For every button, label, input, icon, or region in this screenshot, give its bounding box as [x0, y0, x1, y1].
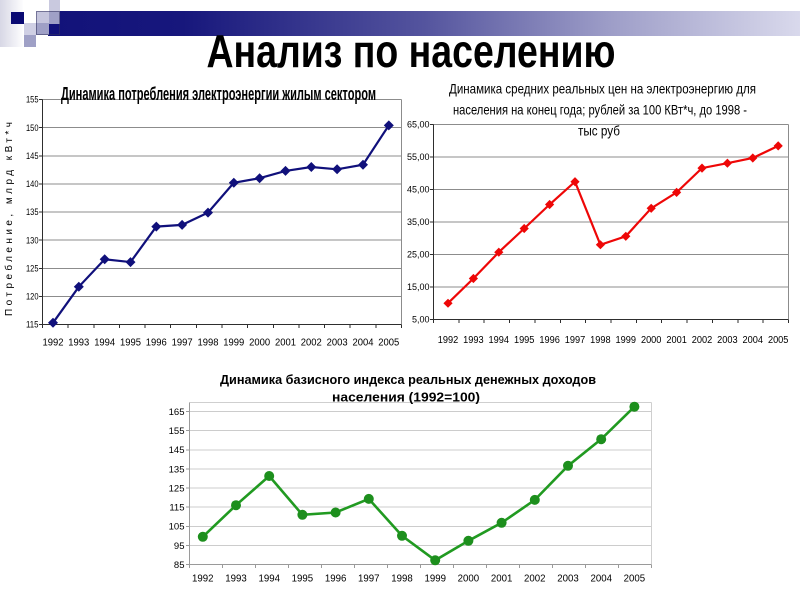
svg-text:1992: 1992: [43, 338, 64, 349]
svg-text:1992: 1992: [438, 335, 459, 346]
svg-text:2002: 2002: [524, 573, 546, 585]
svg-text:2003: 2003: [717, 335, 738, 346]
svg-text:45,00: 45,00: [407, 185, 430, 195]
svg-text:1993: 1993: [68, 338, 89, 349]
svg-text:Динамика базисного индекса реа: Динамика базисного индекса реальных дене…: [220, 372, 596, 387]
svg-text:150: 150: [26, 123, 39, 133]
svg-text:1997: 1997: [565, 335, 586, 346]
svg-text:1992: 1992: [192, 573, 214, 585]
svg-text:тыс руб: тыс руб: [578, 123, 620, 139]
svg-text:1993: 1993: [225, 573, 247, 585]
svg-text:15,00: 15,00: [407, 282, 430, 292]
svg-text:2002: 2002: [301, 338, 322, 349]
svg-text:населения на конец года; рубле: населения на конец года; рублей за 100 К…: [453, 102, 747, 118]
svg-text:2001: 2001: [491, 573, 513, 585]
svg-text:1995: 1995: [120, 338, 141, 349]
svg-text:135: 135: [26, 207, 39, 217]
svg-text:2005: 2005: [378, 338, 399, 349]
svg-text:120: 120: [26, 292, 39, 302]
svg-text:55,00: 55,00: [407, 152, 430, 162]
svg-text:1995: 1995: [514, 335, 535, 346]
svg-text:155: 155: [169, 426, 185, 437]
svg-text:1993: 1993: [463, 335, 484, 346]
svg-text:145: 145: [26, 151, 39, 161]
svg-text:2005: 2005: [624, 573, 646, 585]
svg-text:1994: 1994: [258, 573, 280, 585]
svg-text:1996: 1996: [539, 335, 560, 346]
svg-text:1997: 1997: [172, 338, 193, 349]
svg-text:1999: 1999: [616, 335, 637, 346]
svg-text:2002: 2002: [692, 335, 713, 346]
svg-text:115: 115: [169, 503, 184, 514]
svg-text:125: 125: [26, 263, 39, 273]
svg-text:115: 115: [26, 320, 39, 330]
svg-text:2000: 2000: [641, 335, 662, 346]
svg-text:1999: 1999: [223, 338, 244, 349]
svg-text:165: 165: [169, 407, 185, 418]
svg-text:2000: 2000: [249, 338, 270, 349]
svg-text:населения (1992=100): населения (1992=100): [332, 389, 480, 404]
svg-text:2005: 2005: [768, 335, 789, 346]
svg-text:1994: 1994: [94, 338, 115, 349]
svg-text:35,00: 35,00: [407, 217, 430, 227]
svg-text:1998: 1998: [198, 338, 219, 349]
svg-text:2004: 2004: [743, 335, 764, 346]
svg-text:1999: 1999: [424, 573, 446, 585]
svg-text:1998: 1998: [391, 573, 413, 585]
svg-text:135: 135: [169, 464, 185, 475]
svg-text:105: 105: [169, 522, 185, 533]
svg-text:25,00: 25,00: [407, 250, 430, 260]
svg-text:140: 140: [26, 179, 39, 189]
svg-text:2003: 2003: [557, 573, 579, 585]
svg-text:95: 95: [174, 541, 185, 552]
svg-text:2000: 2000: [458, 573, 480, 585]
svg-text:Потребление, млрд кВт*ч: Потребление, млрд кВт*ч: [3, 122, 15, 316]
svg-text:1994: 1994: [489, 335, 510, 346]
svg-text:Динамика средних реальных цен: Динамика средних реальных цен на электро…: [449, 81, 756, 97]
svg-text:1996: 1996: [325, 573, 347, 585]
svg-text:2001: 2001: [666, 335, 687, 346]
svg-text:1998: 1998: [590, 335, 611, 346]
svg-text:2004: 2004: [590, 573, 612, 585]
svg-text:2004: 2004: [353, 338, 374, 349]
svg-text:1996: 1996: [146, 338, 167, 349]
svg-text:2003: 2003: [327, 338, 348, 349]
svg-text:145: 145: [169, 445, 185, 456]
svg-text:5,00: 5,00: [412, 315, 430, 325]
svg-text:65,00: 65,00: [407, 120, 430, 130]
svg-text:2001: 2001: [275, 338, 296, 349]
svg-text:125: 125: [169, 483, 185, 494]
svg-text:130: 130: [26, 235, 39, 245]
svg-text:85: 85: [174, 560, 185, 571]
svg-text:1995: 1995: [292, 573, 314, 585]
svg-text:Динамика потребления электроэн: Динамика потребления электроэнергии жилы…: [61, 84, 376, 104]
svg-text:1997: 1997: [358, 573, 380, 585]
svg-text:155: 155: [26, 95, 39, 105]
